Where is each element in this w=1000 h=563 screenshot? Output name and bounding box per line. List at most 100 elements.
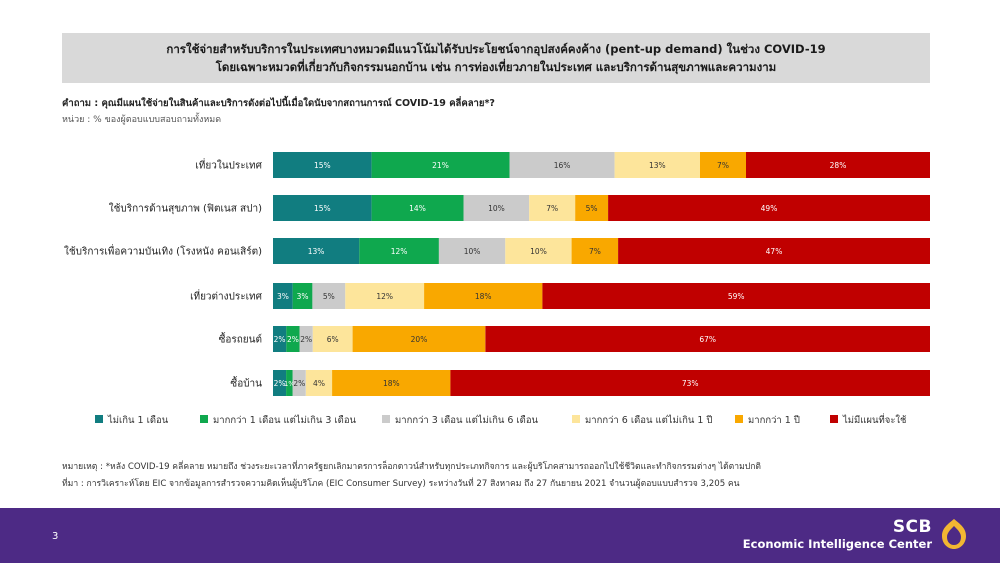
data-label: 10% xyxy=(530,247,547,256)
page-number: 3 xyxy=(52,531,59,542)
legend-swatch xyxy=(572,415,580,423)
bar-segment xyxy=(450,370,930,396)
bar-segment xyxy=(608,195,930,221)
data-label: 15% xyxy=(314,161,331,170)
data-label: 2% xyxy=(300,335,312,344)
bar-segment xyxy=(614,152,700,178)
legend-swatch xyxy=(735,415,743,423)
title-line-2: โดยเฉพาะหมวดที่เกี่ยวกับกิจกรรมนอกบ้าน เ… xyxy=(215,60,777,74)
footnote: หมายเหตุ : *หลัง COVID-19 คลี่คลาย หมายถ… xyxy=(62,462,761,472)
bar-segment xyxy=(273,195,372,221)
bar-segment xyxy=(332,370,451,396)
data-label: 13% xyxy=(649,161,666,170)
data-label: 49% xyxy=(761,204,778,213)
bar-segment xyxy=(305,370,333,396)
stacked-bar-chart: เที่ยวในประเทศ 15% 21% 16% 13% 7% 28% ใช้บริการ… xyxy=(64,152,930,426)
data-label: 59% xyxy=(728,292,745,301)
legend-swatch xyxy=(95,415,103,423)
bar-segment xyxy=(438,238,506,264)
data-label: 12% xyxy=(376,292,393,301)
bar-segment xyxy=(746,152,930,178)
category-label: เที่ยวต่างประเทศ xyxy=(190,289,263,303)
data-label: 10% xyxy=(488,204,505,213)
unit-note: หน่วย : % ของผู้ตอบแบบสอบถามทั้งหมด xyxy=(62,115,222,125)
bar-segment xyxy=(424,283,543,309)
bar-segment xyxy=(371,152,510,178)
data-label: 7% xyxy=(546,204,558,213)
bar-segment xyxy=(273,238,360,264)
data-label: 20% xyxy=(411,335,428,344)
title-line-1: การใช้จ่ายสำหรับบริการในประเทศบางหมวดมีแ… xyxy=(166,42,826,56)
legend-label: ไม่เกิน 1 เดือน xyxy=(107,414,169,426)
bar-segment xyxy=(312,283,346,309)
notes: หมายเหตุ : *หลัง COVID-19 คลี่คลาย หมายถ… xyxy=(62,459,761,493)
data-label: 1% xyxy=(284,380,295,388)
data-label: 7% xyxy=(589,247,601,256)
data-label: 5% xyxy=(586,204,598,213)
data-label: 73% xyxy=(682,379,699,388)
bar-segment xyxy=(509,152,615,178)
data-label: 2% xyxy=(274,335,286,344)
brand-name: SCB xyxy=(892,517,932,537)
data-label: 47% xyxy=(766,247,783,256)
source-note: ที่มา : การวิเคราะห์โดย EIC จากข้อมูลการ… xyxy=(62,479,740,489)
data-label: 28% xyxy=(830,161,847,170)
bar-segment xyxy=(292,370,306,396)
data-label: 2% xyxy=(287,335,299,344)
bar-segment xyxy=(485,326,930,352)
bar-segment xyxy=(505,238,572,264)
data-label: 7% xyxy=(717,161,729,170)
bar-segment xyxy=(273,326,287,352)
category-label: เที่ยวในประเทศ xyxy=(195,158,262,172)
bar-segment xyxy=(273,152,372,178)
bar-segment xyxy=(345,283,425,309)
data-label: 5% xyxy=(323,292,335,301)
category-label: ซื้อบ้าน xyxy=(230,376,262,390)
data-label: 16% xyxy=(554,161,571,170)
data-label: 12% xyxy=(391,247,408,256)
data-label: 10% xyxy=(464,247,481,256)
data-label: 3% xyxy=(277,292,289,301)
data-label: 14% xyxy=(409,204,426,213)
bar-segment xyxy=(575,195,609,221)
bar-segment xyxy=(529,195,576,221)
bar-segment xyxy=(286,370,293,396)
bar-segment xyxy=(463,195,530,221)
survey-question: คำถาม : คุณมีแผนใช้จ่ายในสินค้าและบริการ… xyxy=(62,98,495,109)
category-label: ใช้บริการเพื่อความบันเทิง (โรงหนัง คอนเส… xyxy=(64,244,262,258)
data-label: 18% xyxy=(383,379,400,388)
data-label: 21% xyxy=(432,161,449,170)
legend-label: มากกว่า 1 เดือน แต่ไม่เกิน 3 เดือน xyxy=(213,414,357,426)
bar-segment xyxy=(286,326,300,352)
data-label: 4% xyxy=(313,379,325,388)
data-label: 6% xyxy=(327,335,339,344)
legend-label: มากกว่า 3 เดือน แต่ไม่เกิน 6 เดือน xyxy=(395,414,539,426)
bar-segment xyxy=(292,283,313,309)
legend-swatch xyxy=(200,415,208,423)
data-label: 13% xyxy=(308,247,325,256)
bar-segment xyxy=(273,283,293,309)
title-box: การใช้จ่ายสำหรับบริการในประเทศบางหมวดมีแ… xyxy=(62,33,930,83)
data-label: 67% xyxy=(699,335,716,344)
bar-segment xyxy=(371,195,464,221)
bar-segment xyxy=(700,152,746,178)
data-label: 18% xyxy=(475,292,492,301)
legend-swatch xyxy=(830,415,838,423)
bar-segment xyxy=(273,370,287,396)
legend-label: มากกว่า 1 ปี xyxy=(748,414,800,426)
data-label: 15% xyxy=(314,204,331,213)
category-label: ใช้บริการด้านสุขภาพ (ฟิตเนส สปา) xyxy=(109,203,262,215)
bar-segment xyxy=(359,238,439,264)
brand-subtitle: Economic Intelligence Center xyxy=(742,537,932,551)
bar-segment xyxy=(352,326,486,352)
scb-lotus-logo-icon xyxy=(942,519,966,549)
bar-segment xyxy=(571,238,619,264)
data-label: 3% xyxy=(297,292,309,301)
legend-swatch xyxy=(382,415,390,423)
bar-segment xyxy=(618,238,930,264)
brand-block: SCB Economic Intelligence Center xyxy=(743,517,932,551)
bar-segment xyxy=(542,283,930,309)
bar-segment xyxy=(312,326,353,352)
bar-segment xyxy=(299,326,313,352)
category-label: ซื้อรถยนต์ xyxy=(219,332,262,346)
